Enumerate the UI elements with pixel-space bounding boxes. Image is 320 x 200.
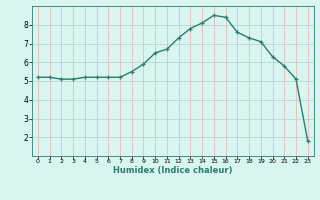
X-axis label: Humidex (Indice chaleur): Humidex (Indice chaleur) [113,166,233,175]
